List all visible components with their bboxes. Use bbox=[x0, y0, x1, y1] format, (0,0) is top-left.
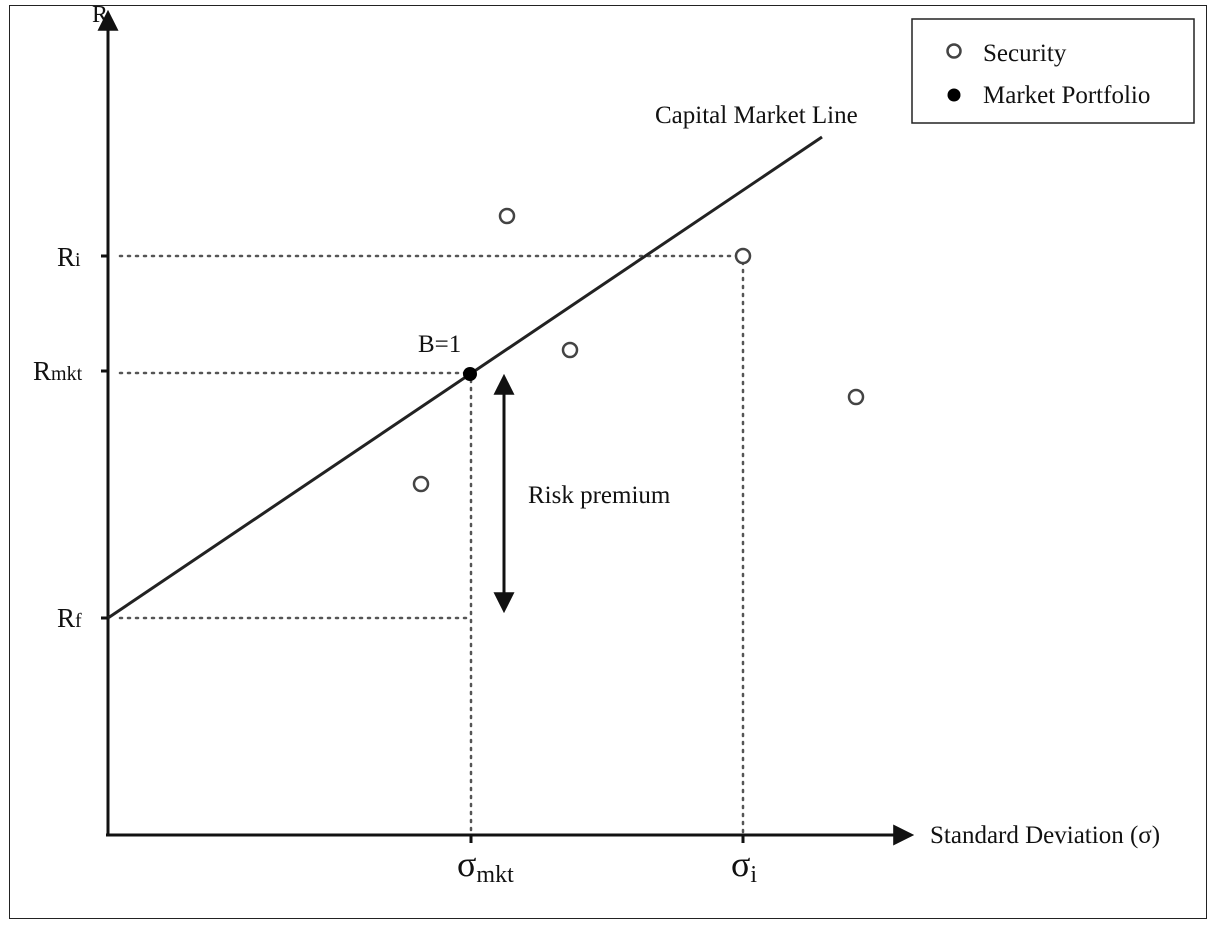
legend-market-marker bbox=[947, 88, 961, 102]
rf-label: Rf bbox=[57, 603, 82, 633]
y-axis-label: R bbox=[92, 2, 108, 28]
security-marker bbox=[561, 341, 579, 359]
beta-label: B=1 bbox=[418, 331, 461, 358]
security-marker bbox=[847, 388, 865, 406]
legend-security-marker bbox=[946, 43, 962, 59]
market-portfolio-marker bbox=[463, 367, 477, 381]
sigma-mkt-label: σmkt bbox=[457, 844, 514, 888]
security-marker bbox=[412, 475, 430, 493]
security-marker bbox=[734, 247, 752, 265]
sigma-i-label: σi bbox=[731, 844, 757, 888]
legend: Security Market Portfolio bbox=[911, 18, 1195, 124]
legend-market-label: Market Portfolio bbox=[983, 82, 1150, 109]
rmkt-label: Rmkt bbox=[33, 356, 83, 386]
legend-security-label: Security bbox=[983, 40, 1067, 67]
capital-market-line-label: Capital Market Line bbox=[655, 102, 858, 129]
security-marker bbox=[498, 207, 516, 225]
ri-label: Ri bbox=[57, 242, 81, 272]
risk-premium-label: Risk premium bbox=[528, 482, 671, 509]
x-axis-label: Standard Deviation (σ) bbox=[930, 822, 1160, 849]
figure-frame bbox=[9, 5, 1207, 919]
